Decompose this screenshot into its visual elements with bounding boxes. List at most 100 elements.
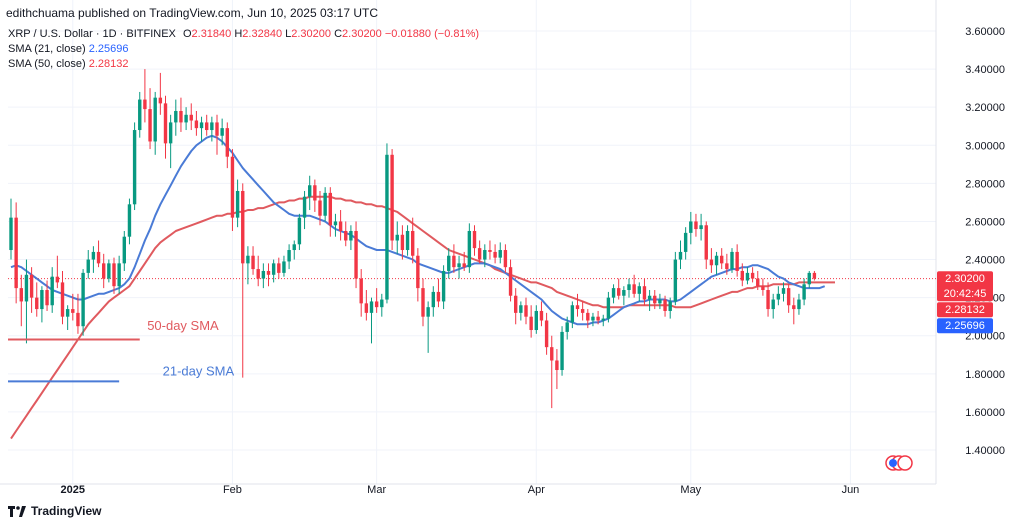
candle-body (168, 122, 173, 144)
candle-up (308, 175, 312, 211)
candle-body (359, 278, 363, 304)
ohlc-close: 2.30200 (342, 28, 382, 40)
candle-body (55, 276, 60, 283)
candle-down (364, 290, 369, 321)
candle-up (781, 282, 786, 302)
candle-up (292, 240, 296, 260)
candle-body (225, 128, 229, 157)
candle-down (14, 202, 18, 304)
x-tick-label: Jun (842, 484, 860, 496)
sma21-legend-value: 2.25696 (88, 43, 129, 55)
price-axis[interactable]: 3.60000 3.40000 3.20000 3.00000 2.80000 2.600… (965, 26, 1005, 457)
x-tick-label: Apr (528, 484, 545, 496)
candle-body (467, 230, 472, 268)
candle-down (575, 293, 580, 317)
candle-body (210, 122, 214, 131)
candle-down (313, 179, 317, 212)
candle-down (102, 253, 106, 289)
candle-body (266, 270, 271, 275)
event-flags[interactable] (885, 455, 913, 471)
candle-body (750, 272, 755, 279)
candle-body (235, 190, 240, 218)
candle-down (529, 305, 533, 338)
candle-up (287, 244, 291, 270)
candle-body (642, 286, 647, 300)
candle-body (354, 230, 358, 279)
candle-up (622, 286, 626, 306)
candle-down (694, 213, 698, 237)
candle-up (380, 293, 384, 317)
candle-body (179, 110, 183, 123)
candle-down (617, 278, 621, 300)
candle-up (498, 242, 502, 264)
candle-body (503, 250, 508, 268)
candle-down (766, 282, 770, 317)
candle-body (107, 263, 111, 279)
candle-down (493, 244, 497, 264)
candle-body (673, 259, 678, 302)
candle-up (132, 122, 137, 211)
candle-down (189, 103, 193, 131)
candle-down (416, 248, 420, 302)
candle-body (241, 190, 245, 264)
candle-down (45, 280, 49, 311)
candle-body (730, 251, 734, 270)
candle-up (246, 246, 250, 285)
candle-body (709, 259, 714, 266)
candle-up (122, 230, 126, 271)
candle-body (35, 297, 39, 310)
event-flag-icon (897, 455, 913, 471)
candle-body (611, 288, 616, 298)
candle-up (591, 312, 595, 327)
candle-body (617, 288, 621, 296)
tradingview-brand[interactable]: TradingView (8, 504, 101, 518)
candle-up (302, 190, 307, 230)
candle-up (235, 179, 240, 228)
candle-down (411, 217, 415, 264)
candle-down (472, 225, 477, 256)
candle-body (29, 274, 34, 298)
x-tick-label: 2025 (61, 484, 85, 496)
symbol-legend[interactable]: XRP / U.S. Dollar · 1D · BITFINEX O2.318… (8, 28, 479, 40)
candle-body (333, 221, 338, 226)
candle-up (91, 246, 96, 273)
price-label-bg (937, 271, 993, 302)
event-flag-dot-icon (889, 459, 897, 467)
price-label-bg (937, 318, 993, 334)
price-label-value: 2.25696 (945, 320, 985, 332)
candle-up (395, 221, 399, 254)
candle-down (359, 269, 363, 317)
candle-up (107, 259, 111, 283)
candle-body (205, 122, 209, 131)
candle-body (524, 305, 528, 317)
candle-up (220, 118, 224, 146)
candle-body (663, 299, 667, 311)
candle-body (627, 284, 631, 291)
candle-up (431, 286, 435, 317)
sma50-legend[interactable]: SMA (50, close) 2.28132 (8, 58, 128, 70)
time-axis[interactable]: 2025 Feb Mar Apr May Jun (61, 484, 860, 496)
annotation-label: 21-day SMA (163, 364, 235, 379)
candle-up (776, 286, 781, 306)
candle-up (65, 305, 70, 331)
candle-body (349, 230, 353, 241)
candle-up (282, 255, 286, 277)
ohlc-change: −0.01880 (−0.81%) (384, 28, 480, 40)
sma21-legend[interactable]: SMA (21, close) 2.25696 (8, 43, 128, 55)
candle-body (215, 122, 219, 136)
candle-down (29, 267, 34, 313)
candle-up (730, 248, 734, 273)
candle-body (694, 221, 698, 230)
candle-body (550, 347, 554, 361)
candle-body (194, 120, 199, 129)
candlestick-series (9, 69, 817, 409)
candle-body (570, 305, 575, 323)
candle-body (678, 251, 683, 260)
candle-body (390, 154, 394, 241)
candle-up (797, 293, 801, 315)
candle-up (349, 225, 353, 251)
candle-body (76, 312, 80, 327)
candle-down (256, 255, 260, 287)
candle-body (436, 291, 441, 302)
